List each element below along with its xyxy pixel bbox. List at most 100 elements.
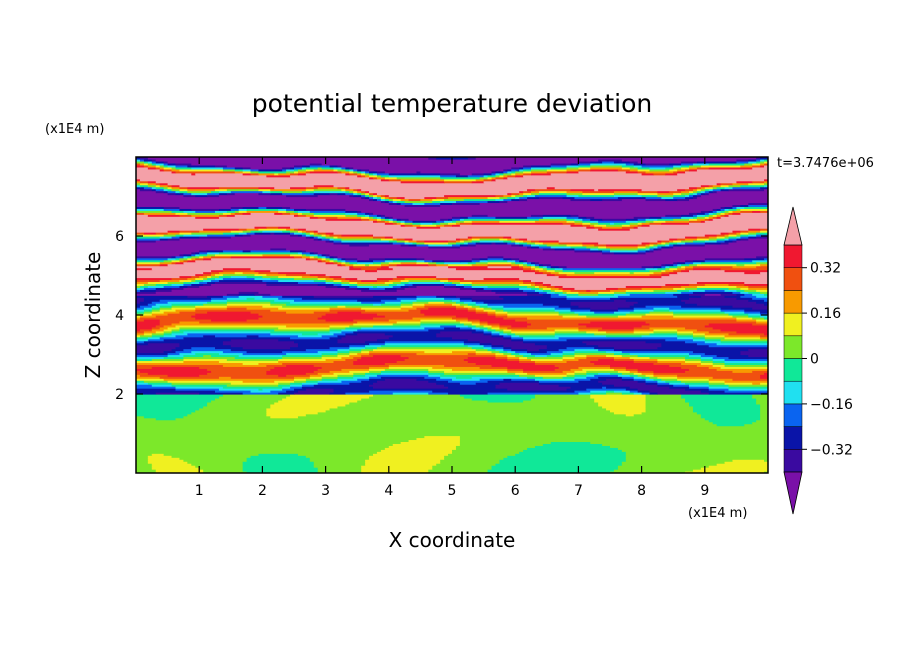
contour-cell [365,212,370,215]
colorbar-tick-label: 0.16 [810,306,841,322]
contour-cell [708,330,737,334]
contour-cell [163,259,173,263]
contour-cell [136,328,141,332]
contour-cell [744,271,761,275]
contour-cell [242,166,252,170]
contour-cell [384,176,398,180]
contour-cell [692,239,706,243]
contour-cell [226,188,260,192]
contour-cell [712,364,726,367]
contour-cell [637,243,647,247]
contour-cell [641,334,678,338]
contour-cell [376,192,508,196]
contour-cell [610,445,768,448]
contour-cell [637,170,647,174]
contour-cell [598,293,615,296]
contour-cell [558,241,583,245]
contour-cell [708,465,768,468]
contour-cell [625,366,682,369]
contour-cell [400,180,445,184]
contour-cell [455,285,465,288]
contour-cell [171,236,181,239]
contour-cell [388,174,441,178]
contour-cell [633,372,643,375]
contour-cell [570,386,603,389]
contour-cell [136,431,768,435]
contour-cell [136,380,145,383]
contour-cell [167,160,579,164]
contour-cell [416,241,425,245]
contour-cell [629,352,690,356]
contour-cell [136,271,204,275]
contour-cell [317,469,362,472]
contour-cell [440,204,734,207]
contour-cell [187,255,192,259]
contour-cell [681,164,690,168]
contour-cell [503,344,548,348]
contour-cell [582,192,615,196]
contour-cell [507,368,524,371]
contour-cell [155,392,200,395]
contour-cell [222,269,256,273]
contour-cell [238,208,248,211]
contour-cell [708,216,714,219]
contour-cell [570,198,591,202]
contour-cell [309,164,331,168]
contour-cell [669,267,678,271]
contour-cell [404,239,410,243]
contour-cell [641,411,698,415]
contour-cell [424,259,433,263]
contour-cell [416,307,429,310]
contour-cell [495,172,500,176]
contour-cell [282,350,319,354]
contour-cell [333,255,339,259]
contour-cell [361,174,366,178]
contour-cell [499,326,508,330]
contour-cell [764,180,768,184]
contour-cell [416,257,425,261]
contour-cell [175,346,192,350]
contour-cell [353,318,390,322]
contour-cell [720,241,730,245]
contour-cell [373,354,402,358]
contour-cell [341,263,346,267]
contour-cell [408,239,418,243]
contour-cell [139,285,149,288]
contour-cell [171,255,177,259]
contour-cell [610,247,639,251]
contour-cell [708,419,757,423]
colorbar-swatch [783,244,803,268]
contour-cell [641,188,678,192]
contour-cell [534,271,544,275]
contour-cell [384,170,418,174]
contour-cell [606,390,615,393]
contour-cell [187,257,192,261]
contour-cell [136,289,141,292]
contour-cell [155,303,173,306]
contour-cell [136,427,768,431]
contour-cell [704,188,710,192]
contour-cell [764,303,768,306]
contour-cell [136,415,145,419]
contour-cell [499,461,623,464]
contour-cell [712,212,718,215]
contour-cell [294,170,299,174]
contour-cell [179,184,315,188]
contour-cell [566,293,579,296]
contour-cell [534,354,548,358]
contour-cell [720,206,726,209]
contour-cell [760,158,765,162]
contour-cell [487,265,512,269]
contour-cell [531,192,540,196]
contour-cell [361,289,398,292]
contour-cell [349,261,358,265]
contour-cell [756,301,768,304]
contour-cell [376,214,382,217]
contour-cell [349,172,358,176]
contour-cell [203,283,212,286]
contour-cell [629,228,749,231]
contour-cell [286,273,311,277]
contour-cell [163,208,181,211]
contour-cell [203,271,212,275]
contour-cell [748,291,761,294]
